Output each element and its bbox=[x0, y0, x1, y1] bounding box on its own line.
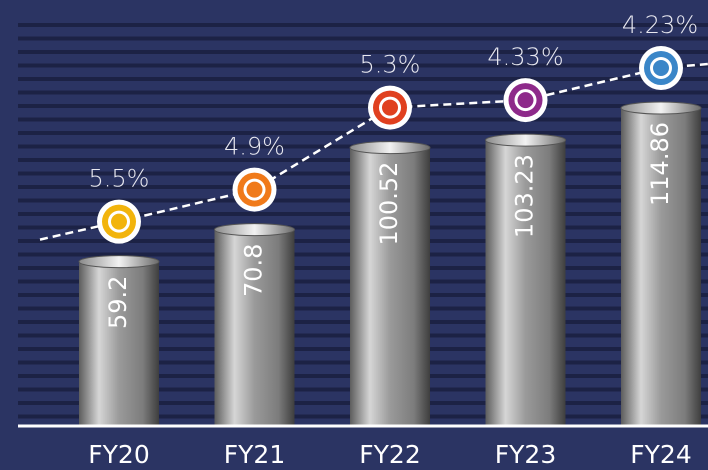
marker-core bbox=[653, 60, 669, 76]
bar-cap bbox=[214, 223, 295, 237]
marker-core bbox=[111, 213, 127, 230]
x-tick-label: FY21 bbox=[224, 440, 285, 469]
x-tick-label: FY20 bbox=[88, 440, 149, 469]
bar bbox=[79, 261, 159, 425]
growth-line bbox=[118, 66, 662, 223]
x-tick-label: FY23 bbox=[495, 440, 556, 469]
bar bbox=[350, 147, 430, 425]
line-value-label: 5.3% bbox=[360, 51, 421, 79]
bar-cap bbox=[78, 255, 160, 269]
bar-value-label: 103.23 bbox=[511, 154, 539, 238]
bar bbox=[485, 140, 566, 426]
bar-value-label: 70.8 bbox=[240, 244, 268, 297]
bar-cap bbox=[349, 141, 431, 155]
x-tick-label: FY22 bbox=[359, 440, 420, 469]
line-value-label: 4.9% bbox=[224, 133, 285, 161]
bar-value-label: 59.2 bbox=[104, 276, 132, 329]
bar-cap bbox=[620, 101, 702, 115]
marker-core bbox=[517, 92, 534, 109]
bar-value-label: 114.86 bbox=[646, 122, 674, 206]
marker-core bbox=[246, 181, 263, 198]
bar-cap bbox=[485, 133, 566, 147]
bar bbox=[214, 229, 295, 425]
x-tick-label: FY24 bbox=[630, 440, 691, 469]
line-value-label: 4.23% bbox=[622, 11, 698, 39]
bar-value-label: 100.52 bbox=[375, 162, 403, 246]
marker-core bbox=[382, 99, 398, 116]
line-value-label: 5.5% bbox=[89, 165, 150, 193]
line-value-label: 4.33% bbox=[487, 43, 563, 71]
bar bbox=[621, 108, 701, 425]
